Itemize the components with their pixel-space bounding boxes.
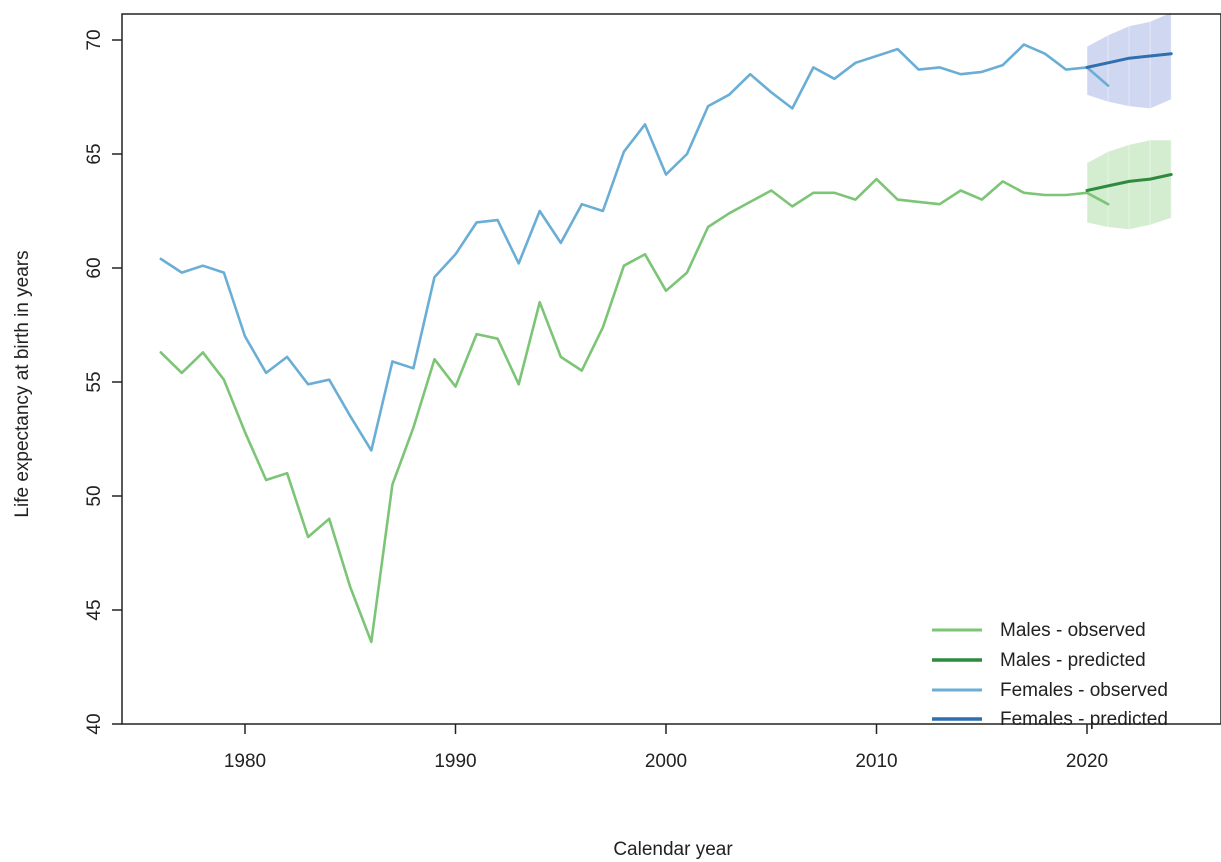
plot-frame [121, 13, 1221, 725]
legend: Males - observed Males - predicted Females… [932, 620, 1168, 730]
x-axis-title: Calendar year [613, 839, 733, 860]
legend-label-females-predicted: Females - predicted [1000, 709, 1168, 730]
males-predicted-line [1085, 173, 1173, 192]
x-tick-label: 2000 [645, 751, 687, 772]
y-axis-title: Life expectancy at birth in years [12, 250, 33, 517]
x-tick-label: 2020 [1066, 751, 1108, 772]
y-tick-label: 45 [84, 599, 105, 620]
series-lines [159, 43, 1173, 644]
males-observed-line [159, 177, 1110, 644]
x-tick-label: 1980 [224, 751, 266, 772]
y-tick-label: 65 [84, 143, 105, 164]
y-tick-label: 60 [84, 257, 105, 278]
legend-label-females-observed: Females - observed [1000, 680, 1168, 701]
y-tick-label: 50 [84, 485, 105, 506]
males-predicted-interval-band [1087, 140, 1172, 230]
x-tick-label: 1990 [434, 751, 476, 772]
legend-label-males-observed: Males - observed [1000, 620, 1146, 641]
x-tick-label: 2010 [855, 751, 897, 772]
prediction-intervals [1086, 12, 1172, 230]
females-observed-line [159, 43, 1110, 452]
females-predicted-line [1085, 52, 1173, 69]
y-tick-label: 40 [84, 713, 105, 734]
y-tick-label: 55 [84, 371, 105, 392]
legend-label-males-predicted: Males - predicted [1000, 650, 1146, 671]
y-tick-label: 70 [84, 29, 105, 50]
y-axis: 40 45 50 55 60 65 70 [84, 29, 122, 735]
x-axis: 1980 1990 2000 2010 2020 [224, 724, 1108, 772]
